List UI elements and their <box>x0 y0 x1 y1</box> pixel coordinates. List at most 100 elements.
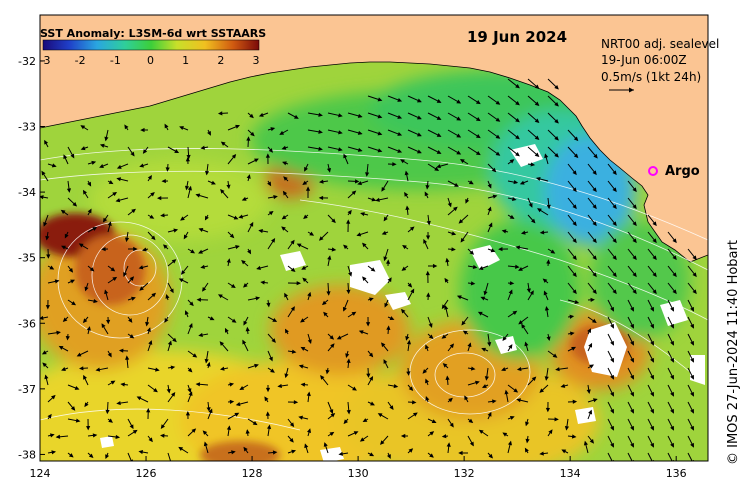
current-arrow-head <box>400 159 405 164</box>
current-arrow-head <box>171 259 177 264</box>
current-arrow-head <box>544 306 550 311</box>
current-arrow-head <box>124 124 129 130</box>
current-arrow-head <box>441 334 447 339</box>
current-arrow-head <box>178 278 184 283</box>
current-arrow-head <box>260 280 265 285</box>
current-arrow-head <box>124 237 130 243</box>
current-arrow-head <box>358 330 364 335</box>
current-arrow-head <box>652 272 657 278</box>
argo-label: Argo <box>665 164 700 179</box>
current-arrow-head <box>76 352 82 357</box>
current-arrow-head <box>46 254 51 259</box>
current-arrow-head <box>184 185 190 191</box>
current-arrow-head <box>93 298 98 304</box>
current-arrow-head <box>512 310 518 315</box>
x-tick-label: 134 <box>560 467 581 480</box>
current-arrow-head <box>185 156 190 162</box>
current-arrow-head <box>116 164 122 169</box>
current-arrow-head <box>307 339 312 345</box>
current-arrow-head <box>525 438 530 444</box>
current-arrow-head <box>206 361 211 367</box>
current-arrow-head <box>360 212 365 217</box>
current-arrow-head <box>229 399 235 404</box>
current-arrow-head <box>381 342 386 348</box>
current-arrow-head <box>377 148 383 153</box>
axis-ticks: 124 126 128 130 132 134 136-32-33-34-35-36-37-… <box>18 55 687 480</box>
current-arrow-head <box>165 167 170 172</box>
imos-credit: © IMOS 27-Jun-2024 11:40 Hobart <box>726 240 741 465</box>
current-arrow-head <box>397 148 403 153</box>
current-arrow-head <box>147 175 152 180</box>
current-arrow-head <box>281 145 287 150</box>
current-arrow-head <box>72 202 78 207</box>
current-arrow-head <box>672 272 677 278</box>
current-arrow-head <box>196 297 201 302</box>
current-arrow-head <box>270 368 275 373</box>
current-arrow-head <box>70 406 76 411</box>
current-arrow-head <box>478 266 484 270</box>
current-arrow-head <box>539 388 545 393</box>
current-arrow-head <box>296 281 301 286</box>
current-arrow-head <box>167 340 172 346</box>
current-arrow-head <box>282 161 287 166</box>
current-arrow-head <box>146 407 151 413</box>
current-arrow-head <box>397 97 403 102</box>
current-arrow-head <box>383 256 388 262</box>
current-arrow-head <box>123 272 128 277</box>
current-arrow-head <box>509 416 515 420</box>
current-arrow-head <box>146 327 151 333</box>
current-arrow-head <box>281 226 286 231</box>
current-arrow-head <box>670 323 674 329</box>
current-arrow-head <box>426 220 431 226</box>
current-arrow-head <box>55 434 61 439</box>
current-arrow-head <box>569 331 575 336</box>
current-arrow-head <box>104 136 109 142</box>
current-arrow-head <box>265 387 271 393</box>
current-arrow-head <box>544 376 549 381</box>
current-arrow-head <box>198 249 203 254</box>
current-arrow-head <box>449 422 454 428</box>
current-arrow-head <box>270 127 276 132</box>
current-arrow-head <box>272 317 278 322</box>
current-arrow-head <box>150 192 155 197</box>
current-arrow-head <box>501 367 506 372</box>
current-arrow-head <box>612 255 617 261</box>
current-arrow-head <box>501 229 507 234</box>
current-arrow-head <box>571 434 577 439</box>
current-arrow-head <box>338 130 343 135</box>
current-arrow-head <box>155 367 160 372</box>
current-arrow-head <box>366 373 371 378</box>
current-arrow-head <box>116 400 121 406</box>
current-arrow-head <box>572 204 577 210</box>
current-arrow-head <box>120 382 125 387</box>
current-arrow <box>127 452 132 461</box>
current-arrow-head <box>632 289 637 295</box>
current-arrow-head <box>51 394 56 400</box>
current-arrow-head <box>131 296 136 301</box>
current-arrow-head <box>318 129 323 134</box>
current-arrow-head <box>405 336 410 341</box>
current-arrow-head <box>554 136 559 141</box>
current-arrow-head <box>610 425 614 431</box>
current-arrow-head <box>692 272 697 278</box>
current-arrow-head <box>436 150 442 154</box>
current-arrow-head <box>690 306 694 312</box>
current-arrow-head <box>441 304 446 310</box>
current-arrow-head <box>386 259 391 264</box>
current-arrow-head <box>190 249 196 254</box>
current-arrow-head <box>531 218 536 224</box>
colorbar-tick-label: -2 <box>75 54 86 67</box>
current-arrow-head <box>502 336 507 342</box>
current-arrow-head <box>336 335 342 340</box>
current-arrow-head <box>330 412 336 418</box>
current-arrow-head <box>303 214 308 220</box>
current-arrow-head <box>428 323 433 328</box>
map-title: SST Anomaly: L3SM-6d wrt SSTAARS <box>40 27 266 40</box>
current-arrow-head <box>207 130 211 136</box>
current-arrow-head <box>330 343 335 348</box>
current-arrow-head <box>343 153 348 159</box>
current-arrow-head <box>40 195 44 200</box>
current-arrow-head <box>131 208 136 214</box>
current-arrow-head <box>630 340 634 346</box>
